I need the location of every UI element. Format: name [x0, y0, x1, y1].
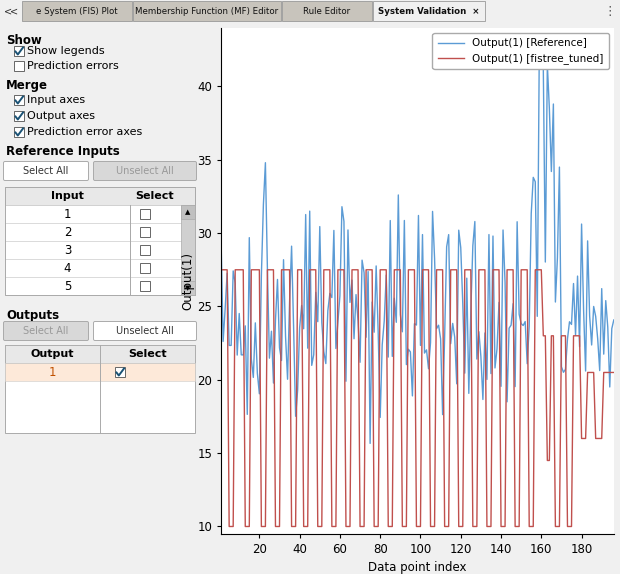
- Text: ▼: ▼: [185, 285, 191, 291]
- Text: Output: Output: [31, 349, 74, 359]
- Bar: [140, 281, 150, 291]
- Text: Select All: Select All: [24, 166, 69, 176]
- Bar: [5, 187, 195, 295]
- Bar: [140, 227, 150, 237]
- Output(1) [Reference]: [481, 329, 489, 336]
- Bar: [5, 277, 195, 295]
- Text: Outputs: Outputs: [6, 308, 59, 321]
- Text: Select: Select: [128, 349, 167, 359]
- Bar: [5, 241, 195, 259]
- Output(1) [Reference]: [326, 290, 334, 297]
- Output(1) [fistree_tuned]: [588, 369, 595, 376]
- Bar: [140, 263, 150, 273]
- Output(1) [fistree_tuned]: [328, 523, 335, 530]
- Text: 1: 1: [64, 207, 71, 220]
- FancyBboxPatch shape: [94, 321, 197, 340]
- Output(1) [fistree_tuned]: [439, 266, 446, 273]
- Bar: [181, 205, 195, 219]
- FancyBboxPatch shape: [4, 161, 89, 180]
- Bar: [5, 363, 195, 381]
- Text: <: <: [4, 6, 12, 16]
- Bar: [140, 245, 150, 255]
- Text: Show legends: Show legends: [27, 46, 105, 56]
- Bar: [5, 345, 195, 433]
- Text: 3: 3: [64, 243, 71, 257]
- Output(1) [Reference]: [538, 32, 545, 38]
- Text: Input: Input: [51, 191, 84, 201]
- Output(1) [Reference]: [590, 303, 598, 310]
- Text: Unselect All: Unselect All: [116, 166, 174, 176]
- Bar: [282, 1, 372, 21]
- Output(1) [Reference]: [234, 352, 241, 359]
- Bar: [14, 127, 24, 137]
- Text: 5: 5: [64, 280, 71, 293]
- Bar: [5, 187, 195, 205]
- Output(1) [Reference]: [610, 316, 618, 323]
- Output(1) [fistree_tuned]: [481, 266, 489, 273]
- Bar: [5, 223, 195, 241]
- Text: Output axes: Output axes: [27, 111, 95, 121]
- Output(1) [fistree_tuned]: [226, 523, 233, 530]
- Text: Prediction error axes: Prediction error axes: [27, 127, 142, 137]
- Text: Select All: Select All: [24, 326, 69, 336]
- Bar: [181, 281, 195, 295]
- Output(1) [fistree_tuned]: [610, 369, 618, 376]
- Text: Unselect All: Unselect All: [116, 326, 174, 336]
- Text: 2: 2: [64, 226, 71, 239]
- Text: Reference Inputs: Reference Inputs: [6, 145, 120, 158]
- Bar: [5, 345, 195, 363]
- Text: Select: Select: [135, 191, 174, 201]
- Text: System Validation  ×: System Validation ×: [378, 6, 480, 15]
- Line: Output(1) [Reference]: Output(1) [Reference]: [221, 35, 614, 443]
- Output(1) [fistree_tuned]: [218, 266, 225, 273]
- Output(1) [Reference]: [439, 411, 446, 418]
- Bar: [140, 209, 150, 219]
- Output(1) [Reference]: [218, 238, 225, 245]
- Text: Merge: Merge: [6, 80, 48, 92]
- X-axis label: Data point index: Data point index: [368, 561, 467, 574]
- Text: Prediction errors: Prediction errors: [27, 61, 119, 71]
- Y-axis label: Output(1): Output(1): [182, 252, 195, 310]
- Output(1) [Reference]: [366, 440, 374, 447]
- Bar: [5, 259, 195, 277]
- Text: <: <: [10, 6, 18, 16]
- Bar: [373, 1, 485, 21]
- Line: Output(1) [fistree_tuned]: Output(1) [fistree_tuned]: [221, 270, 614, 526]
- Bar: [133, 1, 281, 21]
- Legend: Output(1) [Reference], Output(1) [fistree_tuned]: Output(1) [Reference], Output(1) [fistre…: [432, 33, 609, 69]
- FancyBboxPatch shape: [4, 321, 89, 340]
- Text: Rule Editor: Rule Editor: [303, 6, 350, 15]
- Output(1) [fistree_tuned]: [236, 266, 243, 273]
- Text: Membership Function (MF) Editor: Membership Function (MF) Editor: [135, 6, 278, 15]
- Text: ▲: ▲: [185, 209, 191, 215]
- Bar: [14, 111, 24, 121]
- Bar: [22, 1, 132, 21]
- Bar: [181, 205, 195, 295]
- Text: Show: Show: [6, 33, 42, 46]
- FancyBboxPatch shape: [94, 161, 197, 180]
- Text: e System (FIS) Plot: e System (FIS) Plot: [36, 6, 118, 15]
- Bar: [14, 46, 24, 56]
- Bar: [14, 61, 24, 71]
- Output(1) [fistree_tuned]: [556, 523, 563, 530]
- Text: ⋮: ⋮: [604, 5, 616, 17]
- Text: Input axes: Input axes: [27, 95, 85, 105]
- Bar: [14, 95, 24, 105]
- Output(1) [Reference]: [558, 363, 565, 370]
- Text: 1: 1: [49, 366, 56, 378]
- Text: 4: 4: [64, 262, 71, 274]
- Bar: [115, 367, 125, 377]
- Bar: [5, 205, 195, 223]
